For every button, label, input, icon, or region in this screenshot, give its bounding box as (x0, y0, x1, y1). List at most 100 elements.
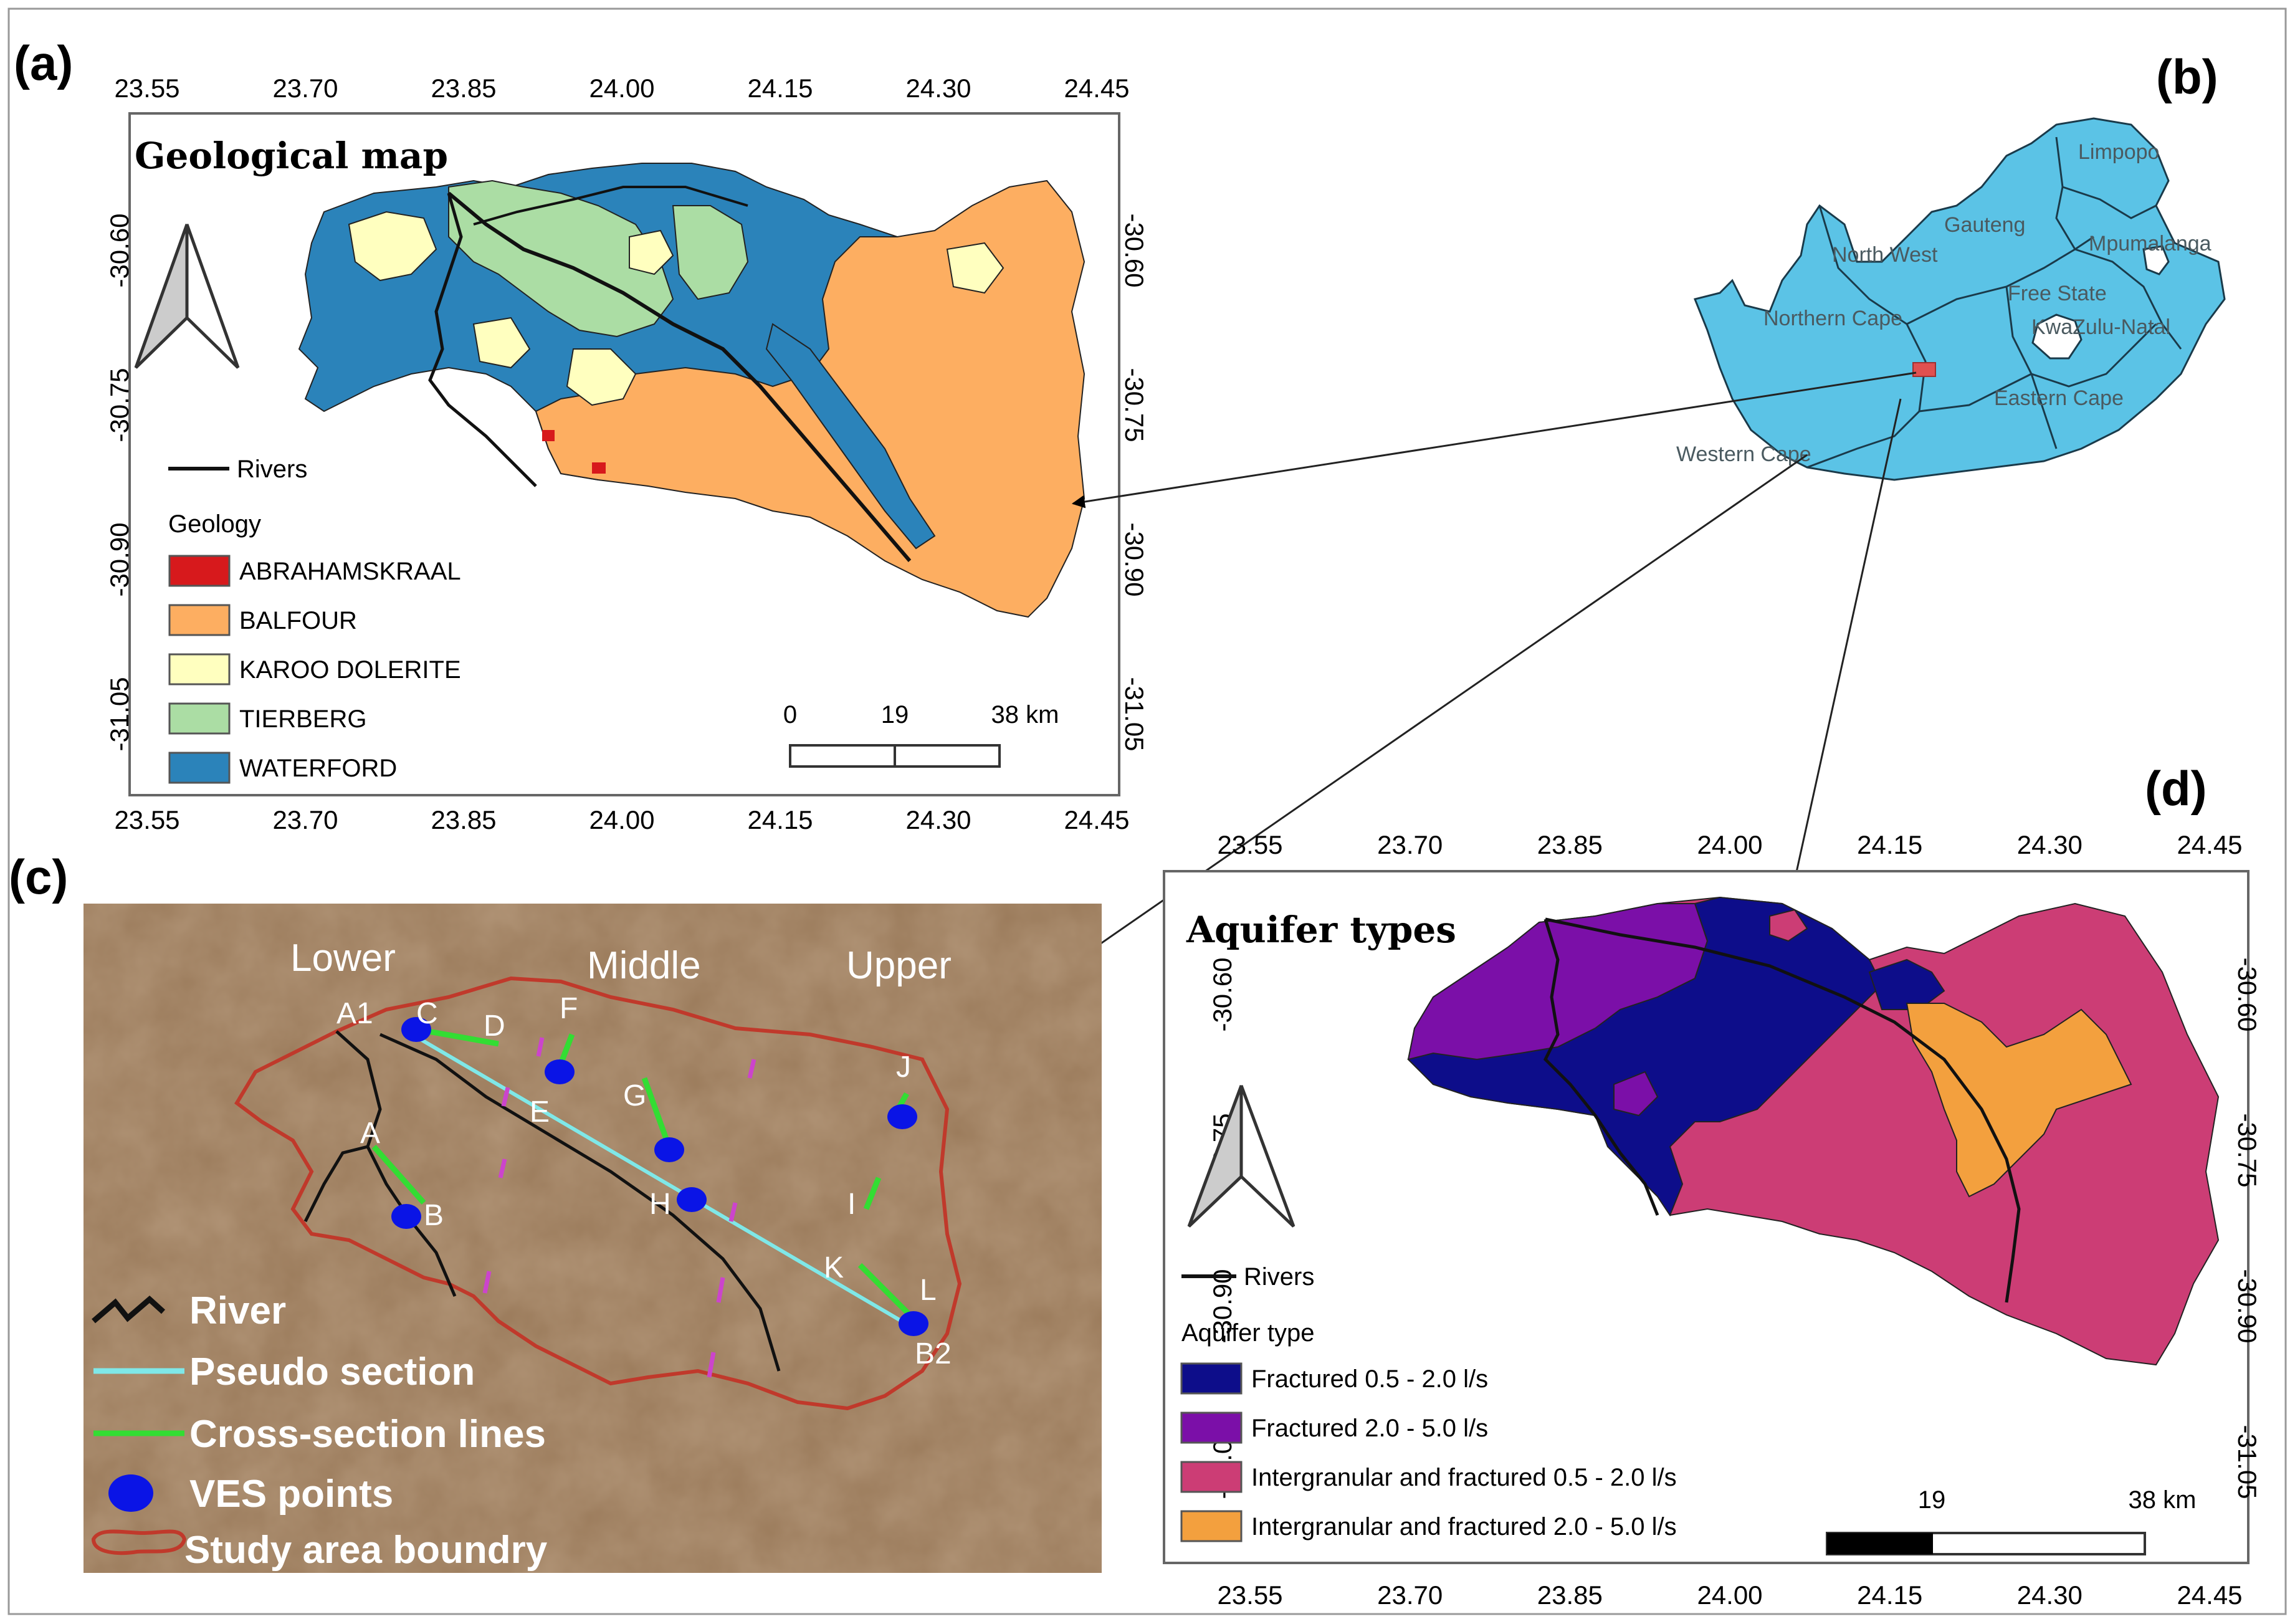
geology-dolerite-region-5 (946, 242, 1004, 294)
x-tick-label: 24.15 (747, 805, 813, 834)
ves-point-c (401, 1017, 431, 1042)
y-tick-label: -30.90 (1208, 1269, 1237, 1343)
ves-point-b (391, 1204, 421, 1229)
geology-waterford-band (765, 323, 936, 550)
y-tick-label: -30.90 (1120, 522, 1149, 596)
legend-item-label: BALFOUR (239, 607, 357, 634)
legend-swatch (1180, 1411, 1243, 1444)
ves-point-h (677, 1187, 707, 1212)
geology-abrahamskraal-patch-2 (592, 462, 606, 474)
y-tick-label: -30.60 (1208, 957, 1237, 1031)
legend-item-label: Fractured 0.5 - 2.0 l/s (1251, 1365, 1488, 1393)
point-label-j: J (896, 1051, 911, 1084)
panel-d-scale-bar: 19 38 km (1826, 1486, 2197, 1555)
x-tick-label: 24.00 (589, 805, 654, 834)
cross-section-lines (371, 1026, 912, 1317)
legend-swatch (168, 653, 231, 685)
panel-a-legend-items: ABRAHAMSKRAAL BALFOUR KAROO DOLERITE TIERBE… (168, 555, 461, 784)
x-tick-label: 24.00 (589, 74, 654, 103)
geology-map (298, 163, 1085, 618)
legend-item-label: TIERBERG (239, 705, 366, 733)
geology-dolerite-region (348, 211, 437, 282)
pseudo-section-line (403, 1028, 914, 1329)
province-borders (1806, 136, 2182, 469)
panel-d-north-arrow (1187, 1085, 1295, 1228)
x-tick-label: 24.00 (1697, 830, 1762, 859)
panel-c: (c) (9, 849, 1102, 1573)
geology-dolerite-region-4 (472, 317, 531, 369)
panel-d-legend-rivers-label: Rivers (1244, 1263, 1314, 1291)
province-label-kwazulu-natal: KwaZulu-Natal (2031, 315, 2170, 339)
aquifer-pink-patch (1769, 909, 1808, 942)
panel-a-scale-0: 0 (783, 701, 797, 728)
geology-dolerite-region-2 (566, 348, 637, 406)
y-tick-label: -30.60 (105, 213, 134, 287)
figure-border (7, 7, 2287, 1615)
point-label-a1: A1 (336, 997, 373, 1030)
legend-swatch (168, 604, 231, 636)
point-label-h: H (649, 1188, 671, 1221)
panel-c-legend: River Pseudo section Cross-section lines… (91, 1289, 548, 1572)
legend-item-label: Intergranular and fractured 2.0 - 5.0 l/… (1251, 1513, 1677, 1540)
legend-swatch (168, 555, 231, 587)
panel-a-scale-38: 38 km (991, 701, 1059, 728)
panel-a-river-main (447, 191, 912, 562)
panel-b: (b) Limpopo Gauteng North West Mpumalang… (1676, 49, 2226, 481)
x-tick-label: 23.55 (114, 805, 179, 834)
point-label-c: C (416, 997, 438, 1030)
x-tick-label: 24.30 (905, 805, 971, 834)
legend-item-label: ABRAHAMSKRAAL (239, 558, 461, 585)
panel-c-label: (c) (9, 849, 68, 904)
y-tick-label: -31.05 (105, 677, 134, 751)
panel-a-legend-rivers-label: Rivers (237, 456, 307, 483)
eswatini-shape (2142, 245, 2170, 275)
panel-d-scale-19: 19 (1918, 1486, 1946, 1514)
panel-c-rivers (303, 1030, 781, 1372)
legend-label-ves: VES points (189, 1473, 393, 1516)
arrow-to-panel-d (1787, 398, 1902, 899)
panel-a-label: (a) (14, 36, 73, 90)
geology-abrahamskraal-patch (542, 430, 555, 441)
x-tick-label: 24.30 (905, 74, 971, 103)
panel-d-title: Aquifer types (1186, 909, 1456, 951)
panel-d-y-ticks-right: -30.60 -30.75 -30.90 -31.05 (2233, 957, 2262, 1499)
point-label-b: B (424, 1199, 444, 1232)
geology-dolerite-region-3 (629, 229, 674, 275)
zone-label-upper: Upper (846, 944, 952, 987)
panel-c-legend-labels: River Pseudo section Cross-section lines… (184, 1289, 548, 1572)
legend-item-label: Fractured 2.0 - 5.0 l/s (1251, 1415, 1488, 1442)
legend-item-label: WATERFORD (239, 755, 397, 782)
legend-label-boundary: Study area boundry (184, 1529, 548, 1572)
y-tick-label: -31.05 (2233, 1425, 2262, 1499)
y-tick-label: -30.90 (2233, 1269, 2262, 1343)
legend-item-label: Intergranular and fractured 0.5 - 2.0 l/… (1251, 1464, 1677, 1491)
x-tick-label: 23.85 (431, 74, 496, 103)
y-tick-label: -30.60 (2233, 957, 2262, 1031)
panel-a-y-ticks-left: -30.60 -30.75 -30.90 -31.05 (105, 213, 134, 751)
point-label-i: I (847, 1188, 856, 1221)
panel-b-label: (b) (2156, 49, 2218, 104)
panel-d-label: (d) (2145, 761, 2207, 816)
x-tick-label: 23.55 (1217, 1580, 1282, 1610)
ves-points (391, 1017, 928, 1336)
y-tick-label: -30.75 (2233, 1113, 2262, 1187)
aquifer-intergranular-high-region (1906, 1003, 2132, 1198)
x-tick-label: 23.85 (1537, 1580, 1603, 1610)
province-label-free-state: Free State (2008, 282, 2107, 305)
magenta-markers (482, 1037, 756, 1378)
x-tick-label: 23.85 (1537, 830, 1603, 859)
point-labels: A1 C D F E G H A B J I K L B2 (336, 992, 952, 1370)
x-tick-label: 23.55 (1217, 830, 1282, 859)
y-tick-label: -31.05 (1120, 677, 1149, 751)
panel-d-legend-items: Fractured 0.5 - 2.0 l/s Fractured 2.0 - 5… (1180, 1362, 1677, 1542)
panel-d-scale-38: 38 km (2129, 1486, 2197, 1514)
ves-point-l (899, 1311, 928, 1336)
x-tick-label: 24.30 (2017, 1580, 2083, 1610)
x-tick-label: 23.55 (114, 74, 179, 103)
point-label-a: A (360, 1117, 380, 1150)
panel-a: (a) Geological map 23.55 23.70 23.85 24.00 2… (14, 36, 1149, 834)
zone-labels: Lower Middle Upper (290, 937, 952, 987)
x-tick-label: 24.00 (1697, 1580, 1762, 1610)
x-tick-label: 24.15 (1857, 1580, 1922, 1610)
